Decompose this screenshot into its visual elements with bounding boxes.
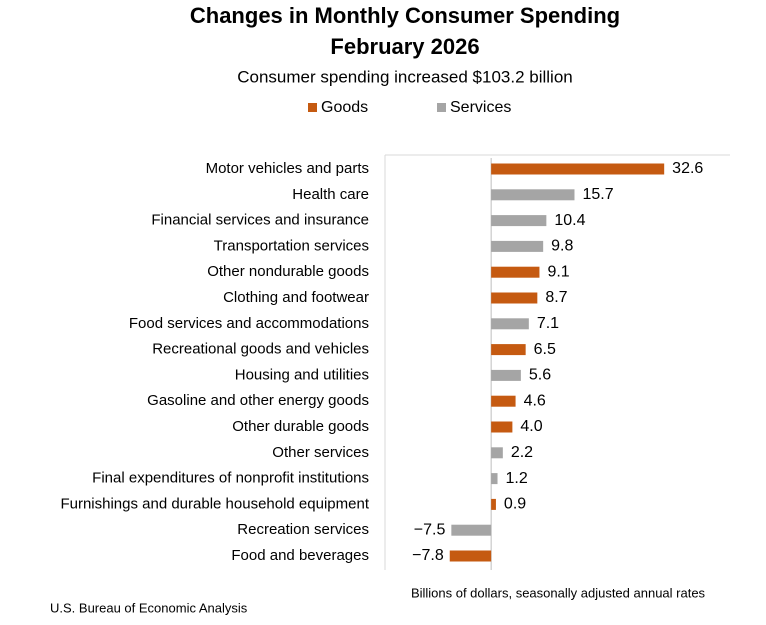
- value-label: 8.7: [545, 289, 567, 306]
- source: U.S. Bureau of Economic Analysis: [50, 600, 248, 615]
- category-label: Food services and accommodations: [129, 315, 369, 332]
- chart-subtitle: Consumer spending increased $103.2 billi…: [237, 67, 573, 86]
- bar: [491, 498, 496, 510]
- category-label: Recreational goods and vehicles: [152, 341, 369, 358]
- category-label: Gasoline and other energy goods: [147, 392, 369, 409]
- bar: [491, 240, 544, 252]
- value-label: 9.8: [551, 238, 573, 255]
- bar: [491, 163, 665, 175]
- category-label: Other nondurable goods: [207, 263, 369, 280]
- bar: [491, 447, 503, 459]
- legend-swatch: [308, 103, 317, 112]
- chart-title: February 2026: [330, 34, 479, 59]
- value-label: 7.1: [537, 315, 559, 332]
- value-label: 4.6: [524, 392, 546, 409]
- bar: [491, 266, 540, 278]
- value-label: 15.7: [582, 186, 613, 203]
- value-label: 9.1: [547, 263, 569, 280]
- category-label: Transportation services: [214, 237, 369, 254]
- legend-label: Services: [450, 99, 511, 116]
- category-label: Health care: [292, 186, 369, 203]
- value-label: 10.4: [554, 212, 585, 229]
- bar: [491, 473, 498, 485]
- value-label: −7.5: [414, 521, 446, 538]
- bar: [491, 318, 529, 330]
- value-label: 2.2: [511, 444, 533, 461]
- value-label: 5.6: [529, 367, 551, 384]
- bar: [451, 524, 492, 536]
- category-label: Other services: [272, 444, 369, 461]
- bar: [449, 550, 492, 562]
- category-label: Food and beverages: [231, 547, 369, 564]
- axis-note: Billions of dollars, seasonally adjusted…: [411, 585, 706, 600]
- category-label: Clothing and footwear: [223, 289, 369, 306]
- value-label: 1.2: [506, 470, 528, 487]
- bar: [491, 344, 526, 356]
- bar: [491, 369, 521, 381]
- category-label: Final expenditures of nonprofit institut…: [92, 470, 369, 487]
- category-label: Furnishings and durable household equipm…: [60, 495, 369, 512]
- category-label: Housing and utilities: [235, 366, 369, 383]
- category-label: Other durable goods: [232, 418, 369, 435]
- chart-title: Changes in Monthly Consumer Spending: [190, 3, 620, 28]
- category-label: Financial services and insurance: [151, 212, 369, 229]
- legend-label: Goods: [321, 99, 368, 116]
- value-label: −7.8: [412, 547, 444, 564]
- category-label: Motor vehicles and parts: [206, 160, 369, 177]
- category-label: Recreation services: [237, 521, 369, 538]
- bar: [491, 292, 538, 304]
- bar: [491, 189, 575, 201]
- bar: [491, 421, 513, 433]
- value-label: 0.9: [504, 496, 526, 513]
- bar: [491, 395, 516, 407]
- value-label: 4.0: [520, 418, 542, 435]
- legend-swatch: [437, 103, 446, 112]
- bar: [491, 215, 547, 227]
- value-label: 32.6: [672, 160, 703, 177]
- value-label: 6.5: [534, 341, 556, 358]
